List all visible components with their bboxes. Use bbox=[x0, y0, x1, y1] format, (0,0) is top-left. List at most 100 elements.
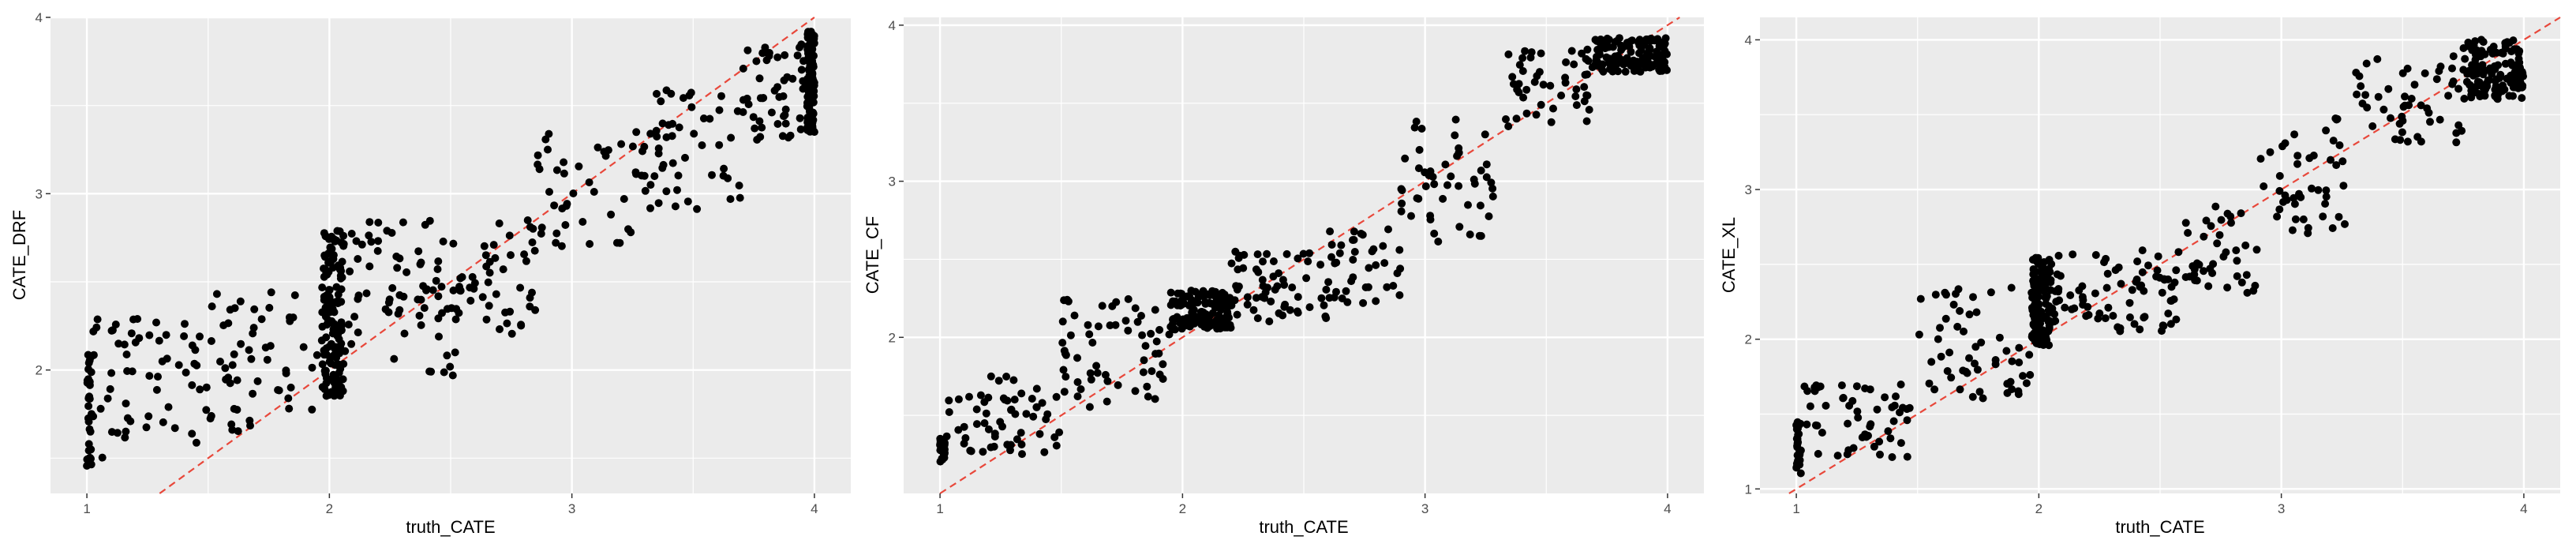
data-point bbox=[2460, 95, 2469, 103]
data-point bbox=[2252, 246, 2261, 254]
data-point bbox=[2496, 70, 2505, 79]
data-point bbox=[2066, 291, 2075, 299]
data-point bbox=[468, 272, 477, 281]
data-point bbox=[1512, 114, 1521, 123]
data-point bbox=[1844, 419, 1852, 428]
data-point bbox=[2237, 278, 2246, 287]
data-point bbox=[653, 89, 661, 98]
data-point bbox=[753, 136, 762, 144]
data-point bbox=[1061, 373, 1070, 381]
data-point bbox=[779, 92, 788, 100]
data-point bbox=[1379, 242, 1387, 250]
data-point bbox=[335, 335, 343, 343]
data-point bbox=[578, 218, 587, 226]
data-point bbox=[2444, 92, 2453, 100]
data-point bbox=[653, 133, 661, 141]
data-point bbox=[1133, 317, 1142, 326]
data-point bbox=[2050, 309, 2059, 318]
data-point bbox=[739, 64, 747, 73]
data-point bbox=[804, 55, 813, 64]
data-point bbox=[1207, 321, 1215, 330]
data-point bbox=[1884, 427, 1893, 436]
data-point bbox=[751, 124, 759, 133]
data-point bbox=[809, 115, 818, 124]
data-point bbox=[114, 339, 123, 348]
data-point bbox=[1138, 331, 1147, 339]
x-tick-label: 1 bbox=[936, 501, 943, 516]
data-point bbox=[501, 308, 510, 317]
data-point bbox=[1350, 227, 1358, 236]
data-point bbox=[1530, 77, 1539, 86]
data-point bbox=[89, 351, 98, 359]
data-point bbox=[417, 295, 425, 304]
data-point bbox=[1304, 257, 1312, 266]
data-point bbox=[434, 257, 443, 265]
data-point bbox=[541, 135, 550, 144]
data-point bbox=[429, 286, 437, 294]
data-point bbox=[2039, 265, 2048, 274]
data-point bbox=[1833, 452, 1842, 460]
data-point bbox=[2461, 54, 2469, 63]
data-point bbox=[286, 383, 295, 392]
data-point bbox=[2275, 171, 2284, 180]
data-point bbox=[440, 368, 448, 377]
data-point bbox=[2379, 105, 2388, 114]
data-point bbox=[1792, 463, 1801, 471]
data-point bbox=[1050, 433, 1059, 441]
data-point bbox=[1222, 323, 1231, 332]
data-point bbox=[89, 412, 98, 421]
data-point bbox=[1628, 57, 1637, 66]
data-point bbox=[1372, 297, 1380, 306]
data-point bbox=[2492, 48, 2501, 57]
data-point bbox=[607, 210, 616, 219]
data-point bbox=[299, 343, 308, 351]
data-point bbox=[2403, 137, 2412, 146]
data-point bbox=[759, 94, 768, 102]
data-point bbox=[530, 246, 539, 255]
data-point bbox=[2509, 83, 2518, 92]
data-point bbox=[965, 392, 973, 401]
x-tick-label: 1 bbox=[1792, 501, 1799, 516]
data-point bbox=[2291, 215, 2300, 223]
data-point bbox=[797, 66, 806, 74]
data-point bbox=[1093, 369, 1102, 377]
data-point bbox=[2387, 114, 2394, 122]
data-point bbox=[2273, 212, 2282, 221]
data-point bbox=[230, 404, 238, 413]
data-point bbox=[1876, 450, 1884, 459]
data-point bbox=[1121, 317, 1130, 325]
data-point bbox=[1969, 293, 1977, 302]
data-point bbox=[2477, 36, 2485, 44]
data-points bbox=[83, 28, 818, 470]
data-point bbox=[804, 46, 813, 54]
data-point bbox=[1064, 297, 1073, 306]
data-point bbox=[2036, 334, 2045, 343]
data-point bbox=[575, 162, 583, 171]
data-point bbox=[1040, 448, 1049, 456]
data-point bbox=[1101, 370, 1110, 379]
data-point bbox=[2473, 82, 2481, 91]
data-point bbox=[2290, 130, 2299, 139]
x-tick-label: 3 bbox=[568, 501, 575, 516]
data-point bbox=[202, 406, 211, 414]
data-point bbox=[384, 298, 393, 307]
data-point bbox=[1252, 265, 1260, 274]
data-point bbox=[1796, 469, 1805, 478]
data-point bbox=[152, 385, 161, 394]
data-point bbox=[2109, 312, 2117, 320]
data-point bbox=[339, 231, 348, 240]
data-point bbox=[972, 420, 981, 429]
data-point bbox=[2027, 288, 2036, 297]
data-point bbox=[1547, 118, 1556, 126]
data-point bbox=[1608, 66, 1617, 74]
data-point bbox=[1611, 38, 1619, 47]
data-point bbox=[290, 291, 299, 299]
data-point bbox=[274, 386, 283, 394]
data-point bbox=[2449, 52, 2458, 61]
data-point bbox=[1888, 403, 1896, 411]
data-point bbox=[2331, 114, 2340, 122]
data-point bbox=[534, 151, 542, 159]
data-point bbox=[1965, 354, 1973, 362]
data-point bbox=[1482, 160, 1491, 169]
data-point bbox=[2138, 268, 2147, 276]
